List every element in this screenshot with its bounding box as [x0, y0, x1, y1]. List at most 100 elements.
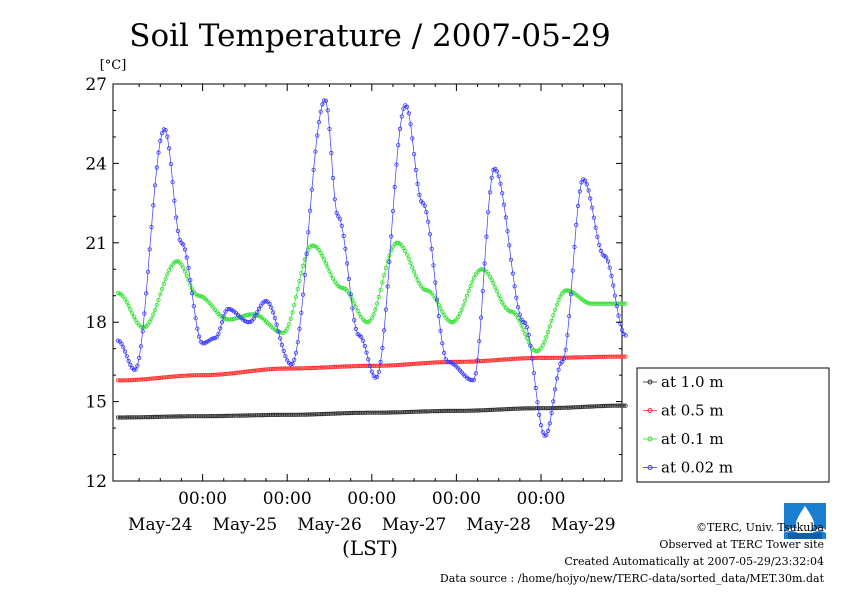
data-point — [537, 412, 542, 417]
data-point — [218, 326, 223, 331]
data-point — [297, 326, 302, 331]
data-point — [565, 288, 570, 293]
data-point — [320, 253, 325, 259]
data-point — [211, 336, 216, 341]
data-point — [542, 433, 547, 438]
data-point — [353, 305, 358, 310]
data-point — [464, 293, 470, 298]
data-point — [154, 302, 159, 308]
data-point — [330, 276, 336, 281]
data-point — [487, 190, 492, 195]
data-point — [343, 246, 348, 251]
legend-item: at 1.0 m — [643, 373, 724, 391]
data-point — [568, 292, 574, 297]
data-point — [138, 344, 143, 349]
data-point — [397, 126, 403, 131]
data-point — [611, 283, 616, 288]
data-point — [299, 310, 304, 315]
data-point — [339, 285, 344, 290]
y-axis-unit-label: [°C] — [100, 58, 127, 73]
data-point — [623, 301, 628, 306]
data-point — [383, 265, 388, 271]
data-point — [374, 301, 380, 306]
data-point — [512, 284, 517, 289]
data-point — [417, 192, 422, 197]
data-point — [614, 303, 619, 309]
data-point — [329, 272, 334, 278]
data-point — [530, 356, 535, 361]
data-point — [406, 256, 411, 261]
data-point — [193, 316, 198, 321]
data-point — [498, 181, 503, 186]
data-point — [367, 363, 373, 369]
data-point — [189, 290, 195, 296]
data-point — [151, 203, 156, 208]
data-point — [542, 339, 547, 344]
data-point — [297, 278, 302, 284]
data-point — [323, 98, 329, 103]
data-point — [387, 259, 392, 264]
legend-swatch-marker — [647, 465, 653, 470]
data-point — [501, 202, 507, 207]
series-at-0-1-m — [115, 240, 628, 354]
data-point — [456, 314, 461, 320]
data-point — [353, 326, 358, 331]
data-point — [135, 363, 140, 368]
legend-label: at 1.0 m — [661, 373, 724, 391]
data-point — [299, 271, 304, 276]
data-point — [364, 350, 369, 355]
data-point — [544, 433, 549, 438]
x-time-label: 00:00 — [432, 489, 481, 509]
data-point — [350, 306, 355, 311]
legend-label: at 0.1 m — [661, 430, 724, 448]
data-point — [538, 422, 544, 428]
x-time-label: 00:00 — [178, 489, 227, 509]
data-point — [549, 410, 554, 416]
data-point — [489, 175, 494, 180]
data-point — [381, 328, 387, 333]
data-point — [309, 187, 314, 192]
x-day-label: May-24 — [128, 515, 193, 535]
data-point — [339, 223, 344, 228]
data-point — [380, 280, 385, 285]
data-point — [149, 316, 154, 321]
legend-label: at 0.02 m — [661, 459, 733, 477]
data-point — [609, 273, 614, 278]
data-point — [563, 347, 568, 352]
data-point — [593, 225, 598, 230]
data-point — [519, 323, 524, 328]
data-point — [392, 184, 397, 190]
data-point — [325, 265, 330, 270]
data-point — [376, 294, 381, 300]
data-point — [436, 313, 441, 319]
data-point — [471, 275, 477, 280]
data-point — [507, 243, 512, 248]
data-point — [302, 257, 307, 262]
data-point — [128, 307, 133, 312]
data-point — [505, 229, 510, 234]
data-point — [288, 362, 293, 367]
data-point — [598, 248, 604, 253]
data-point — [181, 265, 186, 270]
data-point — [623, 403, 628, 408]
data-point — [577, 189, 582, 194]
series-at-1-0-m — [115, 403, 628, 420]
x-day-label: May-27 — [382, 515, 447, 535]
data-point — [295, 340, 300, 345]
data-point — [350, 297, 355, 302]
data-point — [491, 281, 496, 286]
data-point — [274, 322, 279, 327]
data-point — [269, 305, 274, 310]
data-point — [487, 274, 492, 279]
data-point — [329, 150, 334, 156]
data-point — [396, 143, 401, 148]
y-tick-label: 24 — [85, 154, 107, 174]
data-point — [515, 315, 521, 321]
data-point — [572, 244, 577, 250]
data-point — [545, 329, 551, 335]
data-point — [385, 284, 390, 289]
data-point — [498, 296, 503, 301]
data-point — [471, 377, 477, 382]
data-point — [371, 312, 376, 317]
data-point — [401, 245, 406, 251]
